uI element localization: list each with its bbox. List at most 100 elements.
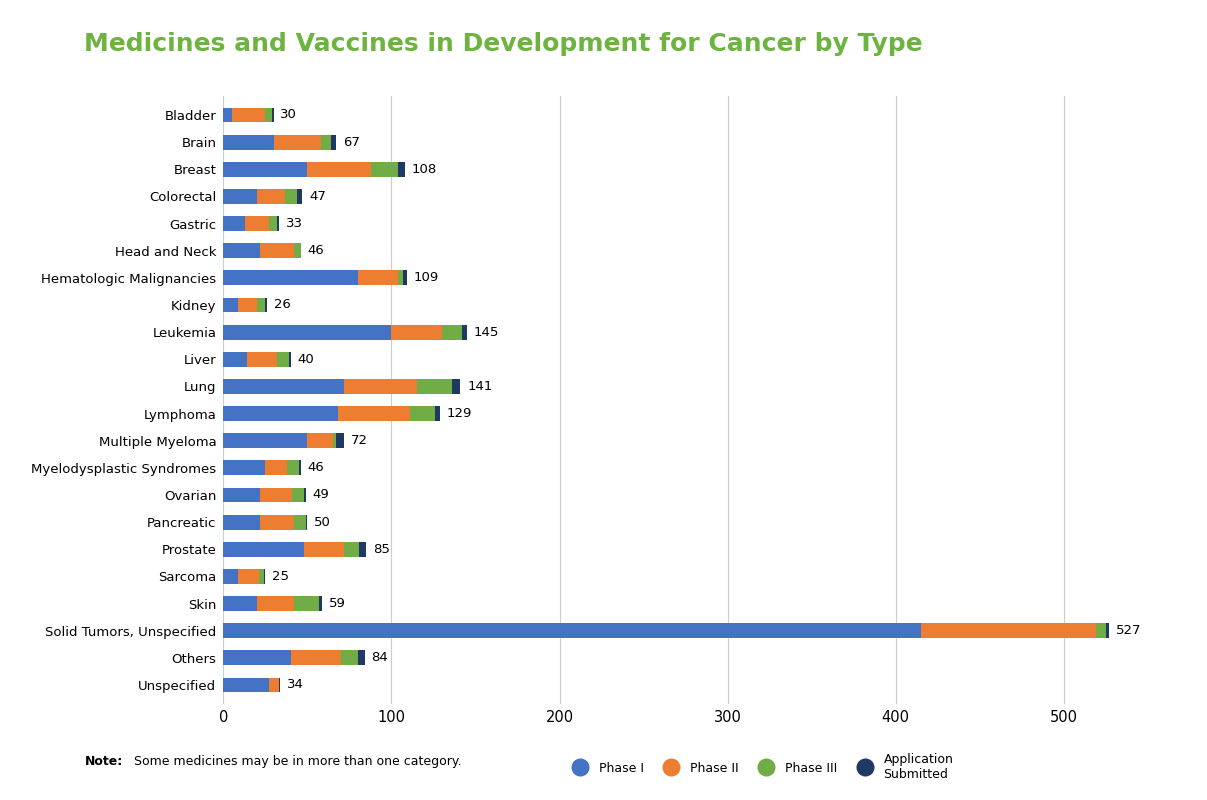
Text: 527: 527: [1116, 624, 1142, 638]
Bar: [223, 189, 257, 204]
Bar: [344, 379, 416, 394]
Bar: [269, 216, 278, 231]
Bar: [223, 162, 308, 177]
Bar: [297, 189, 302, 204]
Bar: [245, 216, 269, 231]
Text: 67: 67: [343, 136, 360, 149]
Bar: [292, 487, 304, 502]
Text: 46: 46: [308, 462, 325, 474]
Text: 30: 30: [280, 109, 297, 122]
Text: 59: 59: [330, 597, 346, 610]
Bar: [232, 107, 266, 122]
Bar: [223, 325, 391, 340]
Bar: [263, 569, 266, 584]
Text: 50: 50: [314, 516, 331, 529]
Bar: [293, 596, 319, 611]
Bar: [261, 487, 292, 502]
Bar: [223, 216, 245, 231]
Bar: [274, 134, 321, 150]
Bar: [261, 243, 293, 258]
Bar: [223, 243, 261, 258]
Text: 34: 34: [287, 678, 304, 691]
Bar: [257, 298, 266, 313]
Text: 40: 40: [297, 353, 314, 366]
Bar: [278, 352, 288, 366]
Bar: [299, 460, 301, 475]
Bar: [1096, 623, 1106, 638]
Text: Medicines and Vaccines in Development for Cancer by Type: Medicines and Vaccines in Development fo…: [84, 32, 923, 56]
Bar: [293, 243, 301, 258]
Text: 109: 109: [413, 271, 438, 284]
Bar: [435, 406, 441, 421]
Text: 145: 145: [474, 326, 500, 338]
Bar: [308, 162, 372, 177]
Bar: [342, 650, 357, 666]
Bar: [266, 460, 287, 475]
Bar: [288, 352, 291, 366]
Bar: [304, 487, 305, 502]
Bar: [223, 596, 257, 611]
Bar: [269, 678, 279, 693]
Bar: [239, 569, 258, 584]
Text: 49: 49: [313, 489, 330, 502]
Bar: [223, 134, 274, 150]
Bar: [223, 406, 338, 421]
Bar: [442, 325, 462, 340]
Bar: [391, 325, 442, 340]
Text: 26: 26: [274, 298, 291, 311]
Bar: [403, 270, 407, 286]
Text: Some medicines may be in more than one category.: Some medicines may be in more than one c…: [130, 755, 462, 768]
Bar: [921, 623, 1096, 638]
Text: 47: 47: [309, 190, 326, 203]
Legend: Phase I, Phase II, Phase III, Application
Submitted: Phase I, Phase II, Phase III, Applicatio…: [562, 748, 958, 786]
Bar: [344, 542, 360, 557]
Bar: [266, 107, 272, 122]
Bar: [308, 434, 333, 448]
Bar: [279, 678, 280, 693]
Bar: [331, 134, 336, 150]
Bar: [410, 406, 435, 421]
Bar: [304, 542, 344, 557]
Bar: [333, 434, 336, 448]
Text: Note:: Note:: [84, 755, 123, 768]
Bar: [291, 650, 340, 666]
Bar: [451, 379, 460, 394]
Bar: [372, 162, 398, 177]
Bar: [223, 650, 291, 666]
Text: 141: 141: [467, 380, 492, 393]
Bar: [258, 569, 263, 584]
Text: 84: 84: [372, 651, 387, 664]
Text: 25: 25: [272, 570, 288, 583]
Text: 108: 108: [412, 162, 437, 176]
Bar: [319, 596, 322, 611]
Bar: [257, 596, 293, 611]
Bar: [360, 542, 366, 557]
Text: 72: 72: [351, 434, 368, 447]
Bar: [223, 514, 261, 530]
Bar: [462, 325, 467, 340]
Bar: [246, 352, 278, 366]
Bar: [239, 298, 257, 313]
Bar: [321, 134, 331, 150]
Bar: [305, 514, 308, 530]
Bar: [223, 298, 239, 313]
Bar: [223, 379, 344, 394]
Bar: [223, 352, 246, 366]
Text: 129: 129: [447, 407, 472, 420]
Bar: [257, 189, 286, 204]
Bar: [357, 650, 365, 666]
Bar: [416, 379, 451, 394]
Bar: [336, 434, 344, 448]
Text: 33: 33: [286, 217, 303, 230]
Bar: [223, 623, 921, 638]
Bar: [223, 270, 357, 286]
Bar: [223, 678, 269, 693]
Bar: [223, 434, 308, 448]
Bar: [266, 298, 267, 313]
Bar: [223, 107, 232, 122]
Bar: [338, 406, 410, 421]
Bar: [278, 216, 279, 231]
Bar: [223, 569, 239, 584]
Bar: [287, 460, 299, 475]
Bar: [223, 487, 261, 502]
